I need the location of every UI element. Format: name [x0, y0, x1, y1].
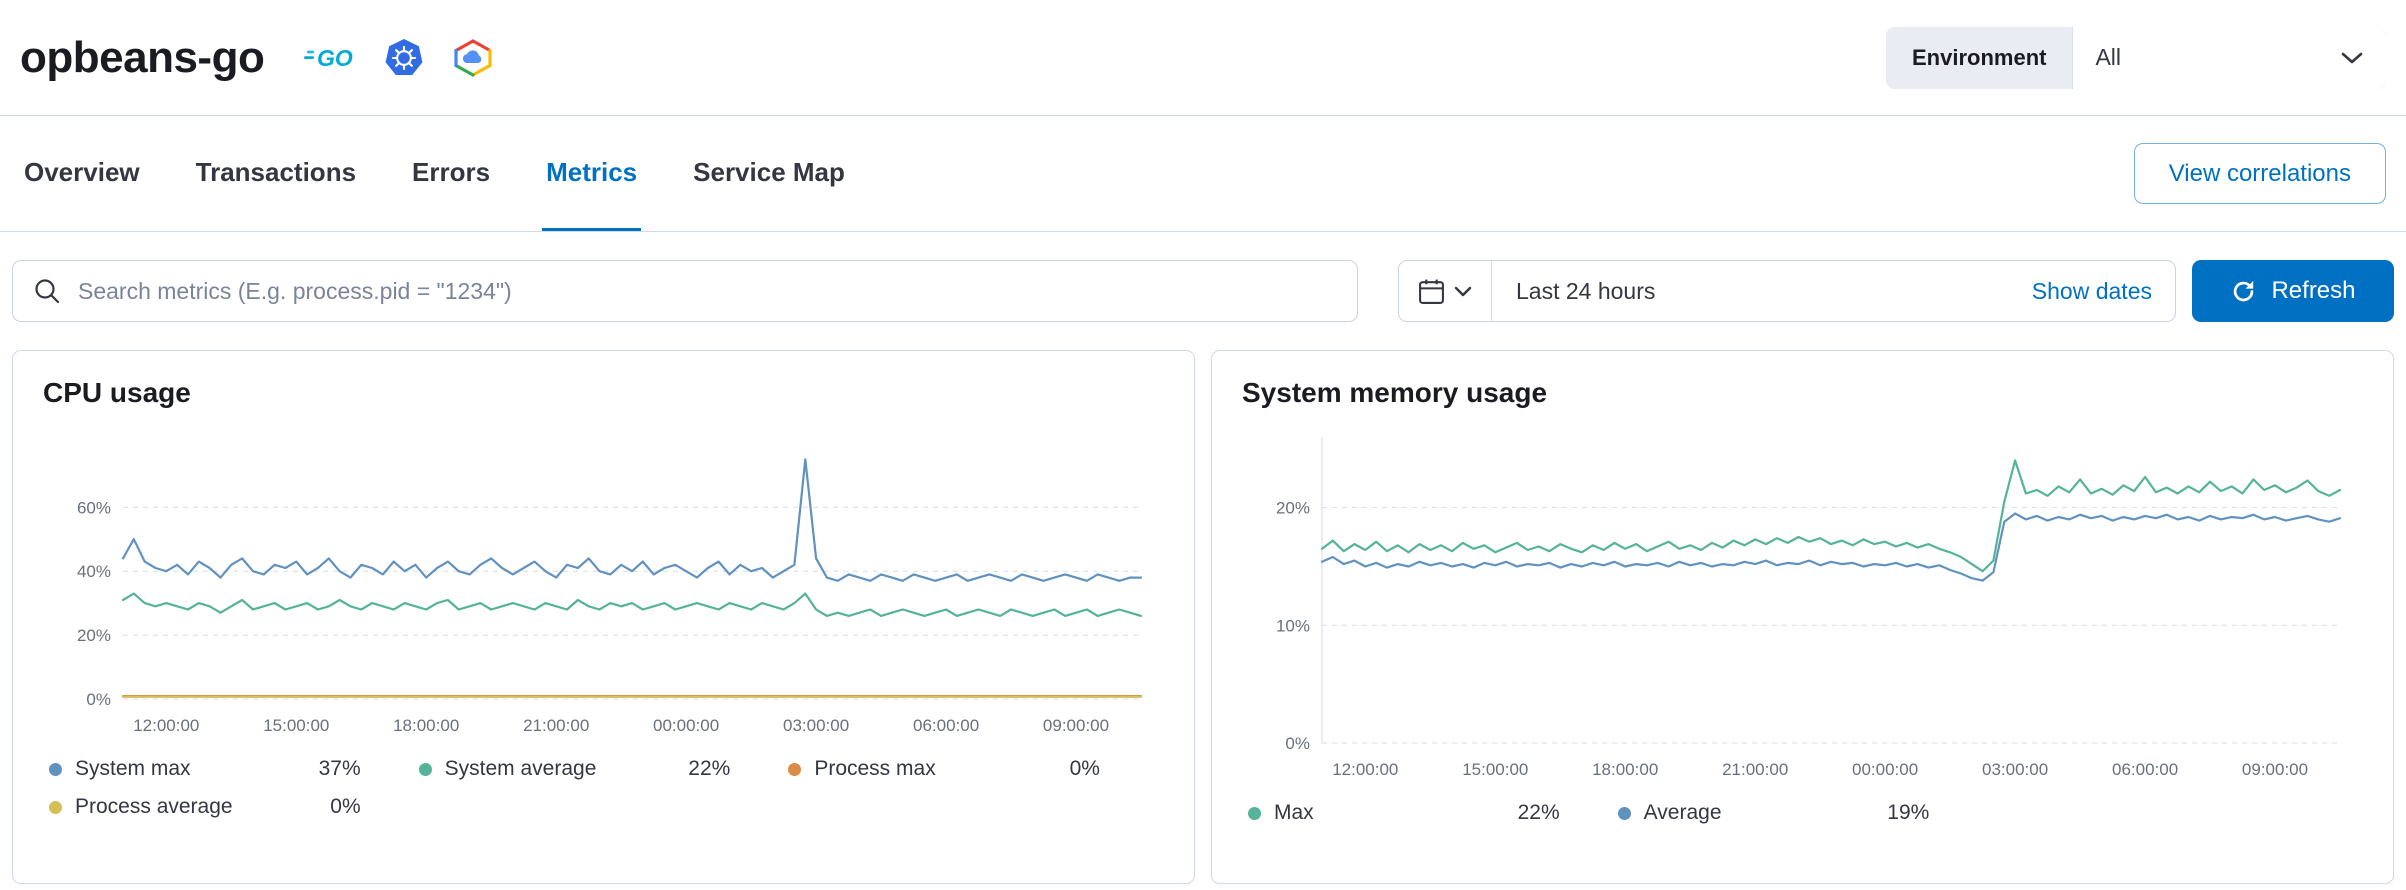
svg-text:09:00:00: 09:00:00 [2242, 760, 2308, 779]
series-name: Process average [75, 795, 233, 818]
environment-select[interactable]: Environment All [1886, 26, 2386, 89]
svg-text:12:00:00: 12:00:00 [1332, 760, 1398, 779]
memory-usage-legend: Max 22% Average 19% [1242, 801, 2363, 825]
svg-text:60%: 60% [77, 498, 111, 517]
environment-value[interactable]: All [2073, 26, 2386, 89]
svg-text:00:00:00: 00:00:00 [1852, 760, 1918, 779]
go-icon: GO [304, 45, 353, 71]
svg-text:06:00:00: 06:00:00 [2112, 760, 2178, 779]
legend-item-system-max[interactable]: System max 37% [49, 757, 419, 781]
svg-text:15:00:00: 15:00:00 [1462, 760, 1528, 779]
svg-text:0%: 0% [86, 690, 111, 709]
svg-text:03:00:00: 03:00:00 [1982, 760, 2048, 779]
series-name: Process max [814, 757, 936, 780]
legend-item-max[interactable]: Max 22% [1248, 801, 1618, 825]
memory-usage-panel: System memory usage 0% 10% 20% 12:00:00 15:0… [1211, 350, 2394, 884]
environment-label: Environment [1886, 26, 2074, 89]
legend-item-process-average[interactable]: Process average 0% [49, 795, 419, 819]
cpu-usage-legend: System max 37% System average 22% Proces… [43, 757, 1164, 819]
series-color-dot [49, 800, 62, 814]
legend-item-system-average[interactable]: System average 22% [418, 757, 789, 781]
chevron-down-icon [2341, 52, 2363, 63]
calendar-icon [1418, 279, 1444, 304]
gcp-icon [454, 38, 492, 77]
environment-selected-option: All [2095, 44, 2122, 70]
legend-item-average[interactable]: Average 19% [1617, 801, 1988, 825]
service-header: opbeans-go GO [0, 0, 2406, 116]
refresh-icon [2234, 280, 2254, 301]
series-color-dot [1248, 806, 1261, 820]
metrics-panels: CPU usage 0% 20% 40% 60% 12:00:00 15:00:00 18:… [0, 350, 2406, 884]
series-color-dot [418, 762, 432, 776]
tab-metrics[interactable]: Metrics [542, 116, 642, 231]
tab-transactions[interactable]: Transactions [195, 156, 357, 187]
tab-service-map[interactable]: Service Map [693, 156, 845, 187]
svg-text:00:00:00: 00:00:00 [653, 716, 719, 735]
svg-text:GO: GO [317, 45, 353, 71]
svg-text:40%: 40% [77, 562, 111, 581]
svg-text:0%: 0% [1285, 734, 1310, 753]
show-dates-link[interactable]: Show dates [2031, 277, 2152, 304]
refresh-button[interactable]: Refresh [2192, 260, 2394, 322]
cpu-usage-title: CPU usage [43, 377, 191, 408]
service-tabs: Overview Transactions Errors Metrics Ser… [0, 116, 2406, 232]
metrics-toolbar: Last 24 hours Show dates Refresh [0, 260, 2406, 322]
kubernetes-icon [385, 38, 423, 75]
series-value: 0% [1069, 757, 1100, 780]
series-value: 22% [688, 757, 731, 780]
svg-text:06:00:00: 06:00:00 [913, 716, 979, 735]
memory-usage-title: System memory usage [1242, 377, 1548, 408]
search-box [12, 260, 1358, 322]
time-range-label[interactable]: Last 24 hours [1516, 277, 1656, 304]
series-name: System average [444, 757, 597, 780]
search-input[interactable] [12, 260, 1358, 322]
series-name: System max [75, 757, 191, 780]
series-color-dot [49, 762, 62, 776]
series-value: 0% [330, 795, 361, 818]
series-value: 22% [1517, 801, 1560, 824]
service-name: opbeans-go [20, 32, 265, 82]
svg-text:21:00:00: 21:00:00 [523, 716, 589, 735]
cpu-usage-panel: CPU usage 0% 20% 40% 60% 12:00:00 15:00:00 18:… [12, 350, 1195, 884]
search-icon [35, 279, 60, 304]
calendar-button[interactable] [1398, 260, 1492, 322]
chevron-down-icon [1454, 286, 1471, 296]
view-correlations-button[interactable]: View correlations [2133, 143, 2386, 204]
svg-text:18:00:00: 18:00:00 [393, 716, 459, 735]
series-value: 37% [318, 757, 361, 780]
tab-overview[interactable]: Overview [24, 156, 140, 187]
refresh-label: Refresh [2271, 277, 2356, 304]
series-name: Average [1643, 801, 1722, 824]
svg-text:10%: 10% [1276, 616, 1310, 635]
service-technology-icons: GO [304, 38, 494, 78]
cpu-usage-chart[interactable]: 0% 20% 40% 60% 12:00:00 15:00:00 18:00:00 21:00… [43, 423, 1163, 745]
svg-text:18:00:00: 18:00:00 [1592, 760, 1658, 779]
series-value: 19% [1887, 801, 1930, 824]
series-color-dot [1617, 806, 1631, 820]
svg-text:09:00:00: 09:00:00 [1043, 716, 1109, 735]
svg-text:20%: 20% [1276, 499, 1310, 518]
series-color-dot [788, 762, 802, 776]
svg-text:12:00:00: 12:00:00 [133, 716, 199, 735]
legend-item-process-max[interactable]: Process max 0% [788, 757, 1158, 781]
tab-list: Overview Transactions Errors Metrics Ser… [20, 116, 897, 231]
series-name: Max [1274, 801, 1314, 824]
svg-text:15:00:00: 15:00:00 [263, 716, 329, 735]
svg-text:21:00:00: 21:00:00 [1722, 760, 1788, 779]
svg-text:03:00:00: 03:00:00 [783, 716, 849, 735]
tab-errors[interactable]: Errors [412, 156, 491, 187]
memory-usage-chart[interactable]: 0% 10% 20% 12:00:00 15:00:00 18:00:00 21:00:00… [1242, 423, 2362, 789]
svg-text:20%: 20% [77, 626, 111, 645]
date-picker: Last 24 hours Show dates [1398, 260, 2176, 322]
